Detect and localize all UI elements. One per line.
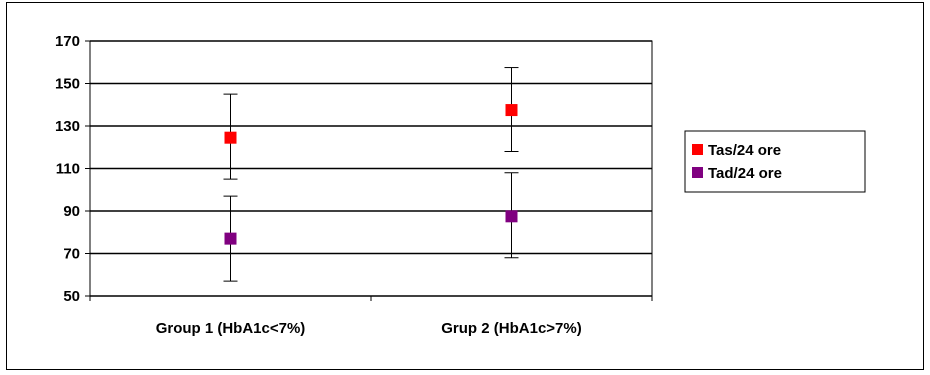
y-tick-label-170: 170 <box>55 33 80 50</box>
marker-series-1-point-1 <box>505 210 518 223</box>
x-category-label-0: Group 1 (HbA1c<7%) <box>156 320 306 337</box>
legend: Tas/24 ore Tad/24 ore <box>684 130 866 193</box>
y-tick-label-150: 150 <box>55 76 80 93</box>
marker-series-1-point-0 <box>224 232 237 245</box>
y-tick-label-70: 70 <box>63 246 80 263</box>
y-tick-label-90: 90 <box>63 203 80 220</box>
legend-swatch-1 <box>692 167 703 178</box>
marker-series-0-point-1 <box>505 104 518 117</box>
legend-box <box>684 130 866 193</box>
legend-swatch-0 <box>692 144 703 155</box>
legend-label-1: Tad/24 ore <box>708 165 782 182</box>
marker-series-0-point-0 <box>224 131 237 144</box>
y-tick-label-130: 130 <box>55 118 80 135</box>
axis-layer: 50 70 90 110 130 150 170 Group 1 (HbA1c<7%) Grup… <box>55 33 653 337</box>
legend-label-0: Tas/24 ore <box>708 142 781 159</box>
y-tick-label-110: 110 <box>56 161 80 178</box>
marks-layer <box>223 67 519 282</box>
grid-layer <box>89 40 653 297</box>
y-tick-label-50: 50 <box>63 288 80 305</box>
x-category-label-1: Grup 2 (HbA1c>7%) <box>441 320 581 337</box>
